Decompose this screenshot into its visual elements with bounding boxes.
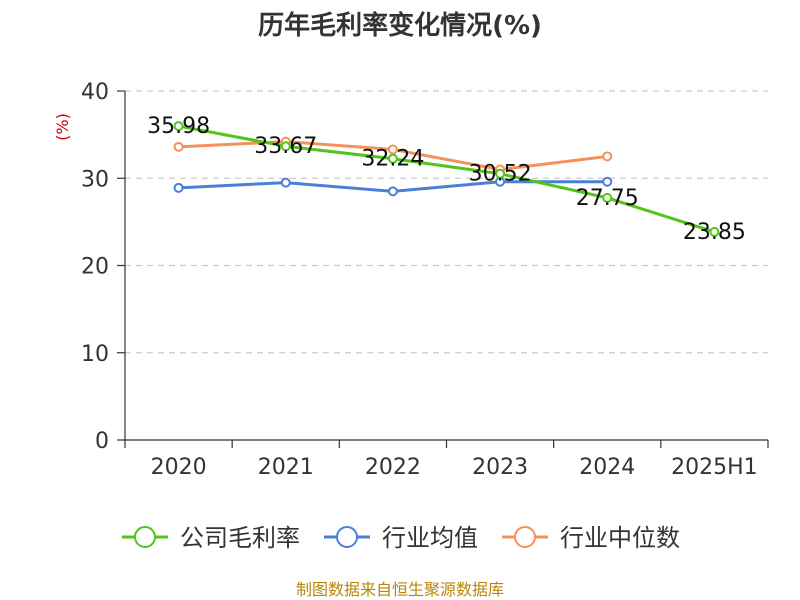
y-tick-label: 10 — [81, 342, 109, 367]
data-point[interactable] — [709, 226, 720, 237]
x-tick-label: 2022 — [365, 455, 421, 480]
legend[interactable]: 公司毛利率 行业均值 行业中位数 — [122, 524, 680, 552]
x-tick-label: 2021 — [258, 455, 314, 480]
legend-item[interactable]: 行业中位数 — [502, 524, 680, 552]
legend-marker — [134, 526, 156, 548]
data-label: 27.75 — [576, 186, 639, 211]
data-point[interactable] — [173, 141, 184, 152]
y-tick-label: 20 — [81, 255, 109, 280]
series-line — [178, 124, 715, 234]
source-note: 制图数据来自恒生聚源数据库 — [296, 580, 504, 599]
legend-item[interactable]: 行业均值 — [324, 524, 478, 552]
y-tick-labels: 0 10 20 30 40 — [81, 80, 109, 454]
data-point[interactable] — [495, 168, 506, 179]
x-tick-label: 2024 — [579, 455, 635, 480]
legend-marker — [514, 526, 536, 548]
grid-lines — [125, 90, 768, 354]
data-label: 23.85 — [683, 220, 746, 245]
data-point[interactable] — [387, 144, 398, 155]
data-point[interactable] — [602, 176, 613, 187]
axes — [117, 90, 769, 448]
data-label: 33.67 — [254, 134, 317, 159]
data-label: 32.24 — [361, 147, 424, 172]
y-tick-label: 30 — [81, 167, 109, 192]
legend-marker — [336, 526, 358, 548]
y-axis-label: (%) — [53, 113, 72, 141]
data-point[interactable] — [387, 186, 398, 197]
legend-label: 行业中位数 — [560, 524, 680, 552]
series-2 — [173, 176, 613, 197]
legend-item[interactable]: 公司毛利率 — [122, 524, 300, 552]
data-label: 35.98 — [147, 114, 210, 139]
x-tick-label: 2025H1 — [671, 455, 758, 480]
data-point[interactable] — [173, 121, 184, 132]
x-tick-label: 2020 — [151, 455, 207, 480]
chart-title: 历年毛利率变化情况(%) — [258, 10, 542, 41]
data-point[interactable] — [280, 141, 291, 152]
legend-label: 行业均值 — [382, 524, 478, 552]
y-tick-label: 40 — [81, 80, 109, 105]
x-tick-label: 2023 — [472, 455, 528, 480]
y-tick-label: 0 — [95, 429, 109, 454]
data-point[interactable] — [387, 153, 398, 164]
x-tick-labels: 2020 2021 2022 2023 2024 2025H1 — [151, 455, 758, 480]
data-label: 30.52 — [469, 162, 532, 187]
legend-label: 公司毛利率 — [180, 524, 300, 552]
data-point[interactable] — [602, 151, 613, 162]
data-point[interactable] — [602, 192, 613, 203]
series-layer: 35.98 33.67 32.24 30.52 27.75 23.85 — [147, 114, 746, 245]
series-1: 35.98 33.67 32.24 30.52 27.75 23.85 — [147, 114, 746, 245]
data-point[interactable] — [173, 182, 184, 193]
data-point[interactable] — [280, 177, 291, 188]
